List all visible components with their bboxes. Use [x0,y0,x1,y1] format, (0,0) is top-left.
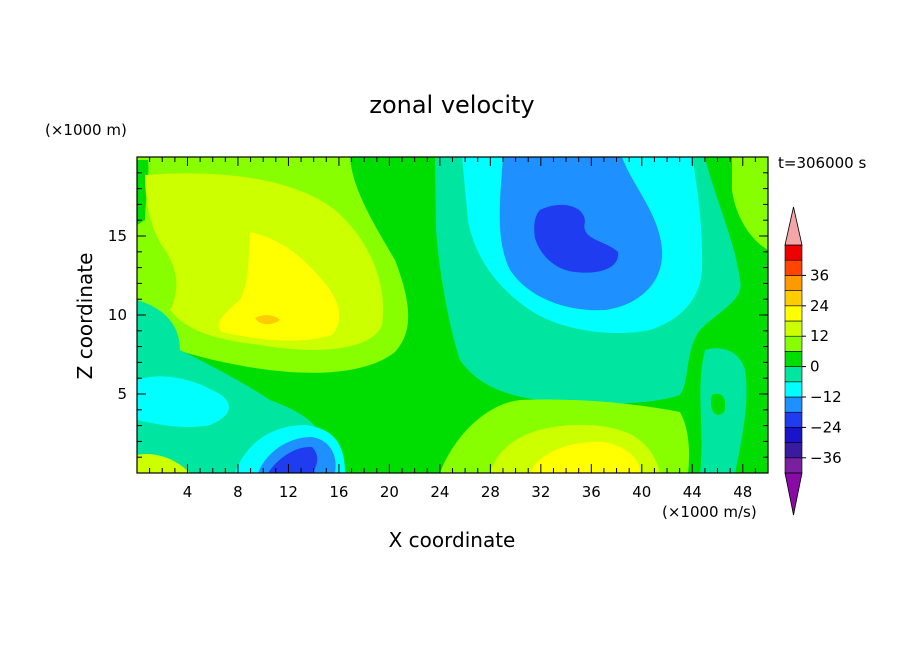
colorbar-tick-label: −24 [810,418,842,436]
colorbar-tick-label: 36 [810,266,829,284]
colorbar-level [784,335,803,352]
contour-orange-spot [255,315,280,325]
colorbar-tick-label: −36 [810,449,842,467]
colorbar-level [784,244,803,261]
colorbar: 36 24 12 0 −12 −24 −36 [784,206,842,516]
contour-bottom-right-yellow [530,441,640,473]
chart-title: zonal velocity [369,91,534,119]
contour-bottom-darkblue-region [268,446,318,473]
x-tick-label: 24 [430,483,449,501]
colorbar-tick-label: 12 [810,327,829,345]
x-tick-label: 8 [233,483,243,501]
colorbar-under-triangle [784,472,803,516]
x-tick-label: 4 [183,483,193,501]
contour-right-lower-green-spot [710,393,726,415]
y-unit-label: (×1000 m) [45,121,127,139]
x-axis-ticks: 4 8 12 16 20 24 28 32 36 40 44 48 [149,157,756,501]
x-unit-label: (×1000 m/s) [662,503,757,521]
y-axis-ticks: 5 10 15 [108,172,768,458]
contour-right-darkblue-core [534,204,619,273]
y-tick-label: 15 [108,227,127,245]
colorbar-level [784,457,803,474]
contour-yellow-core [218,232,340,341]
colorbar-tick-label: 24 [810,297,829,315]
colorbar-level [784,351,803,367]
colorbar-tick-label: −12 [810,388,842,406]
colorbar-level [784,275,803,291]
contour-field [137,157,768,473]
x-tick-label: 12 [279,483,298,501]
colorbar-level [784,259,803,276]
colorbar-level [784,411,803,428]
x-tick-label: 40 [632,483,651,501]
contour-bottom-left-yellow [137,453,190,473]
colorbar-tick-label: 0 [810,358,820,376]
contour-left-cyan-region [137,376,230,428]
x-tick-label: 32 [531,483,550,501]
y-tick-label: 5 [117,385,127,403]
colorbar-level [784,290,803,307]
colorbar-level [784,442,803,459]
colorbar-level [784,427,803,443]
colorbar-level [784,320,803,337]
colorbar-level [784,305,803,322]
contour-right-edge-light [732,157,768,250]
x-tick-label: 44 [683,483,702,501]
y-axis-label: Z coordinate [73,253,97,380]
colorbar-level [784,381,803,398]
x-tick-label: 20 [380,483,399,501]
colorbar-level [784,396,803,413]
x-tick-label: 16 [329,483,348,501]
x-tick-label: 36 [582,483,601,501]
x-tick-label: 48 [733,483,752,501]
time-label: t=306000 s [778,154,866,172]
colorbar-level [784,366,803,383]
colorbar-over-triangle [784,206,803,246]
y-tick-label: 10 [108,306,127,324]
x-axis-label: X coordinate [389,528,516,552]
x-tick-label: 28 [481,483,500,501]
